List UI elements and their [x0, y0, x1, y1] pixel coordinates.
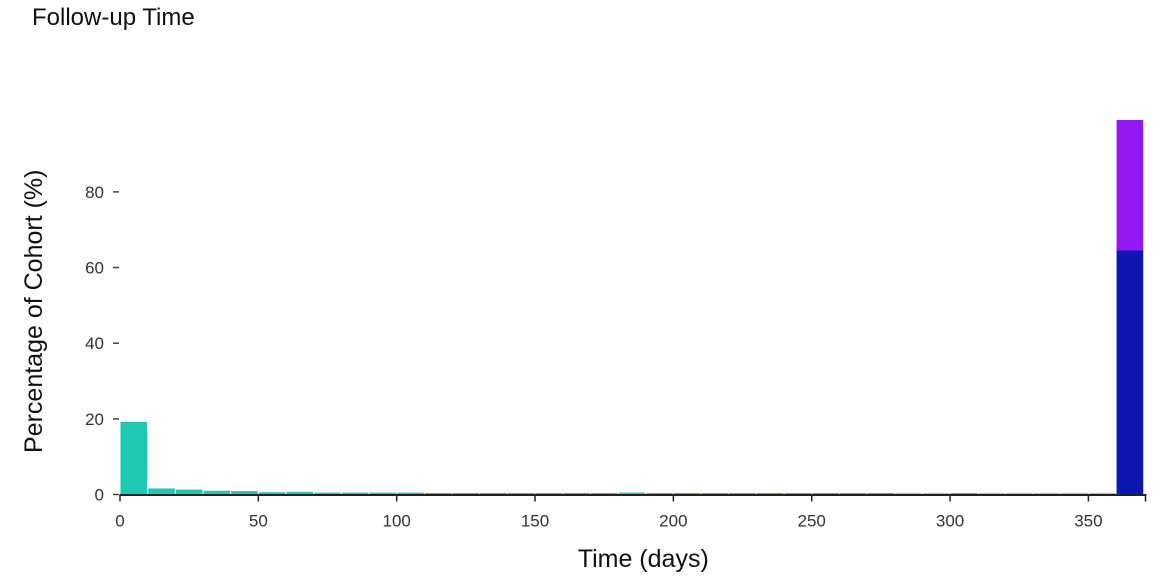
histogram-bar	[950, 492, 978, 495]
histogram-bar	[895, 493, 922, 495]
histogram-bar	[1005, 493, 1033, 495]
histogram-bar	[812, 492, 839, 495]
histogram-bar	[480, 492, 507, 495]
histogram-bar	[341, 492, 369, 495]
histogram-bar	[839, 492, 867, 495]
histogram-bar	[1088, 493, 1116, 495]
bars-layer	[120, 120, 1144, 495]
histogram-bar	[397, 492, 424, 495]
x-tick-label: 200	[659, 512, 687, 531]
y-tick-label: 40	[85, 334, 104, 353]
x-tick-label: 250	[798, 512, 826, 531]
histogram-bar	[756, 492, 784, 495]
y-tick-label: 60	[85, 259, 104, 278]
x-tick-label: 50	[249, 512, 268, 531]
histogram-bar	[258, 492, 286, 495]
histogram-bar	[1061, 493, 1088, 495]
histogram-bar	[867, 492, 895, 495]
y-tick-label: 20	[85, 410, 104, 429]
histogram-bar	[231, 491, 258, 495]
histogram-bar	[646, 492, 673, 495]
histogram-bar	[618, 492, 646, 495]
x-tick-label: 100	[382, 512, 410, 531]
x-axis-title: Time (days)	[578, 545, 709, 573]
histogram-bar	[590, 492, 618, 495]
x-tick-label: 300	[936, 512, 964, 531]
histogram-bar	[922, 493, 950, 495]
histogram-bar	[314, 492, 341, 495]
histogram-bar	[507, 492, 535, 495]
histogram-bar	[1033, 493, 1061, 495]
histogram-bar	[148, 488, 175, 495]
histogram-bar	[701, 492, 729, 495]
y-tick-label: 0	[95, 486, 104, 505]
histogram-bar	[978, 493, 1005, 495]
chart-title: Follow-up Time	[32, 4, 195, 31]
x-tick-label: 150	[521, 512, 549, 531]
y-axis-title: Percentage of Cohort (%)	[20, 170, 48, 453]
x-tick-label: 0	[115, 512, 124, 531]
histogram-bar	[286, 491, 314, 495]
x-tick-label: 350	[1074, 512, 1102, 531]
histogram-bar	[673, 492, 701, 495]
stacked-bar-segment	[1116, 120, 1144, 251]
histogram-bar	[369, 492, 397, 495]
histogram-bar	[784, 492, 812, 495]
histogram-bar	[452, 492, 480, 495]
histogram-bar	[120, 421, 148, 495]
y-tick-label: 80	[85, 183, 104, 202]
histogram-bar	[175, 489, 203, 495]
axes-layer: 0 50 100 150 200 250 300 350 0 20 40 60 80	[85, 183, 1147, 531]
histogram-bar	[535, 492, 563, 495]
stacked-bar-segment	[1116, 250, 1144, 495]
histogram-bar	[203, 490, 231, 495]
histogram-bar	[563, 492, 590, 495]
histogram-bar	[424, 492, 452, 495]
histogram-bar	[729, 492, 756, 495]
